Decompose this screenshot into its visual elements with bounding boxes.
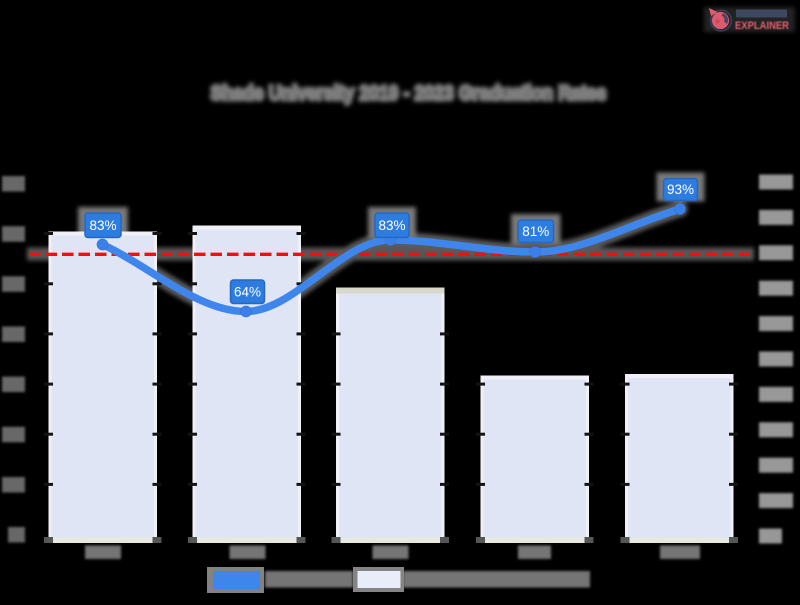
svg-text:64%: 64% bbox=[234, 284, 261, 299]
svg-text:81%: 81% bbox=[522, 224, 549, 239]
svg-text:83%: 83% bbox=[378, 218, 405, 233]
svg-text:Shade University 2019 - 2023 G: Shade University 2019 - 2023 Graduation … bbox=[211, 82, 607, 105]
svg-text:93%: 93% bbox=[667, 182, 694, 197]
svg-text:83%: 83% bbox=[89, 218, 116, 233]
svg-text:EXPLAINER: EXPLAINER bbox=[735, 20, 789, 32]
